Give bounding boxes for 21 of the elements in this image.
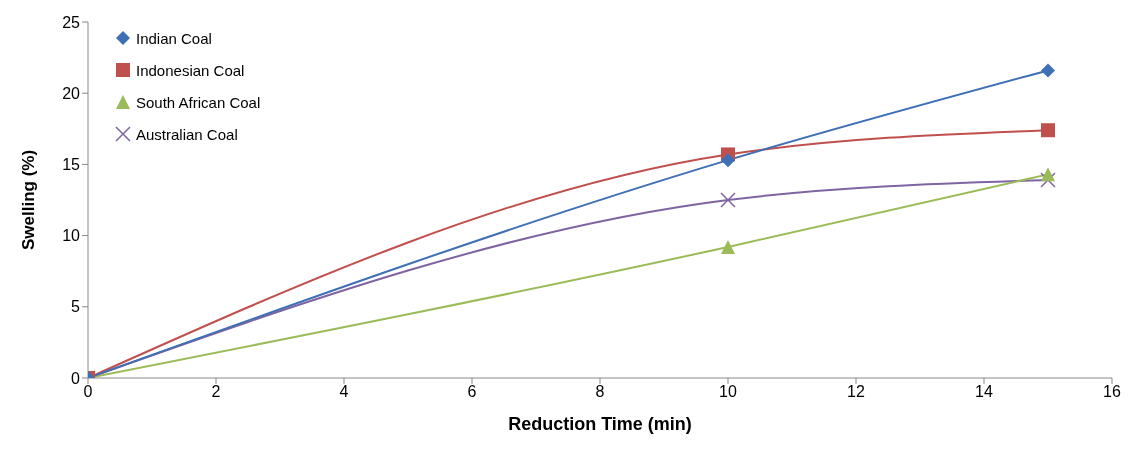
- x-axis-title: Reduction Time (min): [508, 414, 692, 434]
- x-tick-label: 14: [975, 383, 993, 401]
- x-tick-label: 16: [1103, 383, 1121, 401]
- x-tick-label: 6: [467, 383, 477, 401]
- x-tick-label: 2: [211, 383, 221, 401]
- x-tick-label: 4: [339, 383, 349, 401]
- y-tick-label: 25: [62, 13, 81, 31]
- y-tick-label: 5: [71, 298, 81, 316]
- x-tick-label: 8: [595, 383, 605, 401]
- x-tick-label: 10: [719, 383, 737, 401]
- legend-label: Indian Coal: [136, 29, 212, 47]
- x-tick-label: 12: [847, 383, 865, 401]
- y-axis-title: Swelling (%): [19, 149, 39, 250]
- legend-label: South African Coal: [136, 93, 261, 111]
- y-tick-label: 20: [62, 84, 81, 102]
- legend-label: Australian Coal: [136, 125, 238, 143]
- y-tick-label: 10: [62, 227, 81, 245]
- x-tick-label: 0: [83, 383, 93, 401]
- y-tick-label: 0: [71, 369, 81, 387]
- legend-label: Indonesian Coal: [136, 61, 245, 79]
- y-tick-label: 15: [62, 156, 81, 174]
